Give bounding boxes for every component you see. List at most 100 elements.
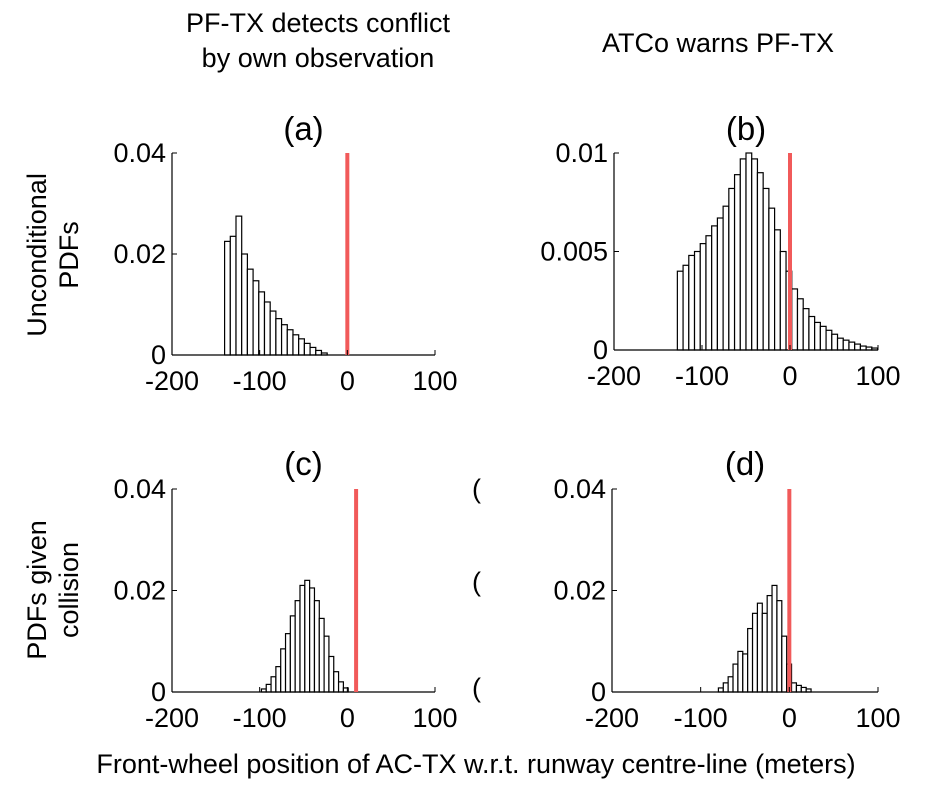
bar-14	[298, 338, 305, 356]
bar-1	[717, 687, 724, 693]
x-tick-label: -100	[675, 361, 729, 391]
row-title-1-line-1: Unconditional	[22, 173, 52, 337]
bar-21	[791, 288, 799, 351]
bar-6	[742, 653, 749, 693]
clipped-fragment-2: (	[472, 567, 481, 597]
bar-13	[776, 600, 783, 693]
bar-27	[825, 329, 833, 351]
bar-17	[337, 681, 344, 693]
bar-2	[722, 682, 729, 693]
y-tick-label: 0.04	[553, 474, 606, 504]
y-tick-label: 0.02	[113, 576, 166, 606]
bar-4	[732, 663, 739, 693]
bar-3	[270, 676, 277, 693]
panel-label: (d)	[725, 445, 765, 482]
bar-22	[796, 298, 804, 351]
bar-11	[280, 324, 288, 356]
bar-4	[241, 253, 248, 356]
panel-d: (d) 0 0.02 0.04 -200 -100 0 100	[553, 445, 900, 733]
y-tick-label: 0	[591, 677, 606, 707]
x-tick-label: 100	[412, 366, 457, 396]
bar-10	[275, 318, 283, 356]
y-tick-label: 0.02	[113, 239, 166, 269]
bar-30	[842, 339, 850, 351]
bar-17	[795, 684, 802, 693]
x-tick-label: -200	[145, 703, 199, 733]
bar-13	[318, 617, 325, 693]
x-tick-label: 0	[340, 703, 355, 733]
bar-7	[711, 225, 718, 351]
bar-5	[280, 648, 287, 693]
bar-29	[836, 337, 844, 351]
bar-16	[333, 671, 340, 693]
y-tick-label: 0	[593, 335, 608, 365]
bar-3	[727, 676, 734, 693]
x-tick-label: -100	[233, 703, 287, 733]
bar-8	[716, 217, 724, 351]
bar-15	[328, 655, 335, 693]
bar-14	[781, 635, 788, 693]
panel-label: (b)	[726, 110, 766, 147]
bar-2	[265, 683, 272, 693]
bar-3	[688, 254, 696, 351]
bar-10	[761, 612, 768, 693]
bar-4	[275, 666, 282, 693]
bar-8	[294, 600, 301, 693]
bar-1	[224, 240, 231, 356]
bar-11	[733, 174, 741, 351]
x-axis-label: Front-wheel position of AC-TX w.r.t. run…	[96, 749, 855, 779]
bar-32	[854, 343, 861, 351]
bar-5	[246, 268, 254, 356]
bar-18	[773, 229, 781, 351]
column-title-1-line-2: by own observation	[202, 43, 435, 73]
bar-7	[258, 291, 266, 356]
bar-7	[289, 615, 296, 693]
x-tick-label: -200	[587, 361, 641, 391]
bar-13	[292, 334, 300, 356]
bar-17	[768, 207, 776, 351]
bar-6	[252, 280, 260, 356]
bar-11	[766, 594, 773, 693]
y-tick-label: 0.04	[113, 138, 166, 168]
bar-28	[831, 333, 839, 351]
y-tick-label: 0.005	[540, 237, 608, 267]
bar-9	[269, 310, 277, 356]
bar-16	[762, 187, 770, 351]
bar-19	[779, 250, 787, 351]
bar-9	[756, 602, 763, 693]
bar-9	[722, 205, 730, 351]
bar-31	[848, 341, 856, 351]
x-tick-label: 0	[782, 703, 797, 733]
x-tick-label: 100	[412, 703, 457, 733]
bar-3	[235, 215, 243, 356]
panel-label: (a)	[283, 110, 323, 147]
column-title-1-line-1: PF-TX detects conflict	[186, 8, 451, 38]
bar-10	[304, 579, 311, 693]
bar-1	[676, 270, 684, 351]
bar-2	[229, 235, 237, 356]
x-tick-label: 100	[855, 361, 900, 391]
x-tick-label: -100	[674, 703, 728, 733]
bar-14	[323, 635, 330, 693]
row-title-2-line-1: PDFs given	[22, 520, 52, 660]
bar-14	[751, 158, 759, 351]
bar-23	[802, 308, 810, 351]
bar-12	[286, 329, 294, 356]
bar-6	[284, 633, 291, 693]
y-tick-label: 0	[151, 677, 166, 707]
bar-6	[705, 235, 713, 351]
bar-10	[728, 187, 736, 351]
clipped-fragment-1: (	[472, 474, 481, 504]
panel-c: (c) 0 0.02 0.04 -200 -100 0 100	[113, 445, 457, 733]
x-tick-label: 100	[855, 703, 900, 733]
x-tick-label: -200	[585, 703, 639, 733]
bar-13	[745, 152, 753, 351]
bar-17	[315, 349, 323, 356]
bar-2	[682, 264, 690, 351]
bar-26	[819, 325, 827, 351]
bar-8	[263, 301, 271, 356]
bar-16	[309, 346, 317, 356]
bar-12	[739, 158, 747, 351]
x-tick-label: -100	[233, 366, 287, 396]
